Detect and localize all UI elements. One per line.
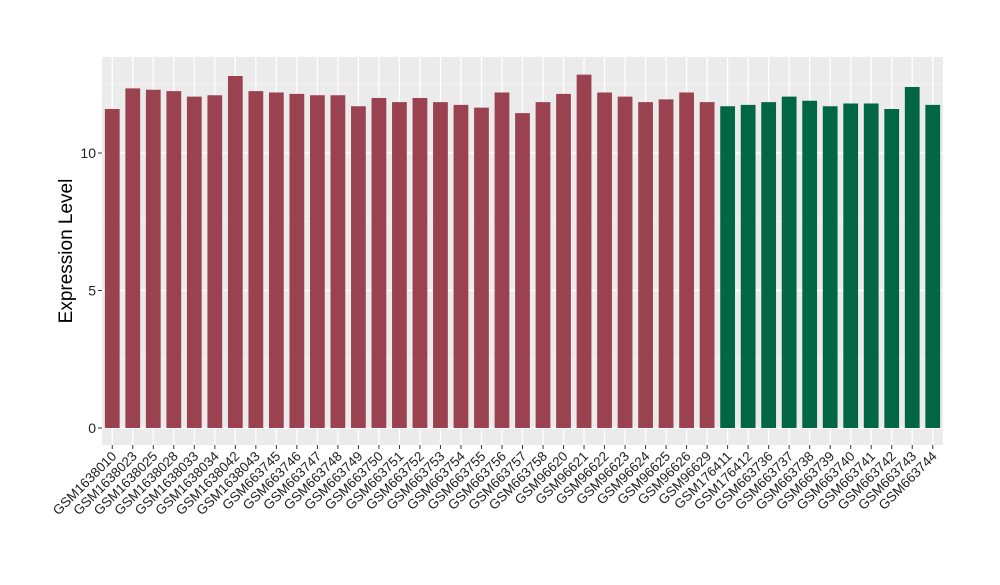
bar-GSM663744 [925, 104, 941, 428]
bar-GSM96621 [576, 74, 592, 428]
bar-GSM1638028 [166, 91, 182, 428]
bar-GSM1638042 [227, 76, 243, 428]
bar-GSM1638043 [248, 91, 264, 428]
bar-GSM1638023 [125, 88, 141, 428]
bar-GSM663751 [392, 102, 407, 428]
y-tick-label: 5 [88, 283, 96, 299]
bar-GSM663747 [309, 95, 325, 428]
bar-GSM663741 [863, 103, 879, 428]
bar-GSM96620 [556, 93, 571, 428]
bar-GSM663757 [515, 113, 530, 428]
bar-GSM663758 [535, 102, 551, 428]
bar-GSM663749 [351, 106, 366, 428]
y-axis-label: Expression Level [56, 179, 77, 324]
bar-GSM663739 [822, 106, 838, 428]
bar-GSM663746 [289, 93, 305, 428]
bar-GSM96622 [597, 92, 612, 428]
bar-GSM1638034 [207, 95, 223, 428]
y-axis: 0 5 10 [80, 145, 102, 436]
bar-GSM663754 [453, 104, 469, 428]
bar-GSM1638010 [104, 109, 120, 428]
bar-GSM663752 [412, 98, 428, 428]
bar-GSM663743 [904, 87, 920, 428]
bar-GSM663748 [330, 95, 346, 428]
bars [104, 74, 941, 428]
y-tick-label: 0 [88, 420, 96, 436]
bar-GSM96623 [617, 96, 633, 428]
bar-GSM96624 [638, 102, 653, 428]
bar-GSM96625 [658, 99, 674, 428]
bar-GSM663738 [802, 100, 818, 428]
bar-GSM96626 [679, 92, 694, 428]
bar-GSM663736 [761, 102, 777, 428]
bar-GSM663753 [433, 102, 448, 428]
bar-GSM663756 [494, 92, 510, 428]
bar-GSM176411 [720, 106, 736, 428]
bar-GSM1638025 [145, 89, 161, 428]
bar-GSM1638033 [186, 96, 202, 428]
x-axis: GSM1638010GSM1638023GSM1638025GSM1638028… [50, 445, 940, 518]
bar-GSM176412 [740, 104, 756, 428]
bar-GSM663750 [371, 98, 387, 428]
bar-GSM663755 [474, 107, 489, 428]
bar-GSM663740 [843, 103, 859, 428]
bar-GSM663737 [781, 96, 797, 428]
y-tick-label: 10 [80, 145, 96, 161]
bar-GSM663745 [268, 92, 284, 428]
bar-GSM96629 [699, 102, 715, 428]
bar-GSM663742 [884, 109, 900, 428]
